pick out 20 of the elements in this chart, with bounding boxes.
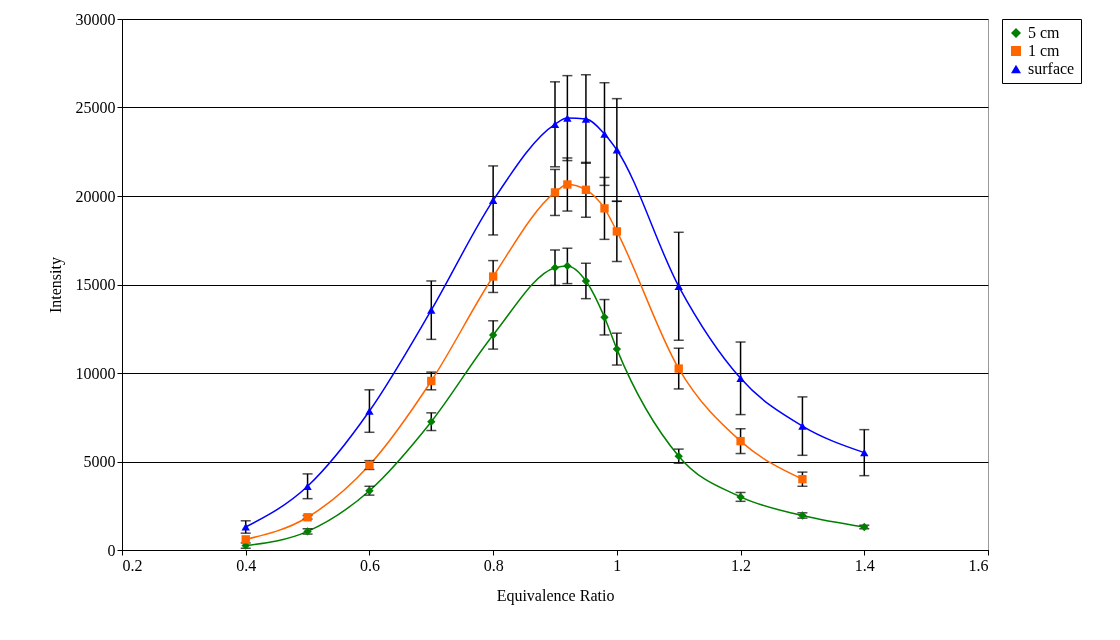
legend-label: 5 cm <box>1028 24 1061 41</box>
y-tick-label: 20000 <box>75 187 116 205</box>
y-tick-label: 10000 <box>75 364 116 382</box>
x-tick-label: 0.2 <box>122 556 143 574</box>
x-tick-label: 0.6 <box>359 556 380 574</box>
y-tick-label: 0 <box>107 541 116 559</box>
y-tick-label: 5000 <box>83 453 116 470</box>
x-tick-label: 1 <box>613 556 622 574</box>
legend-label: surface <box>1028 60 1075 77</box>
x-tick-label: 1.2 <box>731 556 752 574</box>
x-tick-label: 0.8 <box>483 556 504 574</box>
y-tick-label: 25000 <box>75 99 116 116</box>
y-tick-label: 15000 <box>75 276 116 293</box>
legend-label: 1 cm <box>1028 42 1061 59</box>
y-axis-title: Intensity <box>46 257 65 313</box>
y-tick-label: 30000 <box>75 10 116 28</box>
x-tick-label: 1.4 <box>854 556 875 574</box>
x-tick-label: 0.4 <box>236 556 257 574</box>
x-axis-title: Equivalence Ratio <box>496 586 615 605</box>
x-tick-label: 1.6 <box>968 556 989 574</box>
